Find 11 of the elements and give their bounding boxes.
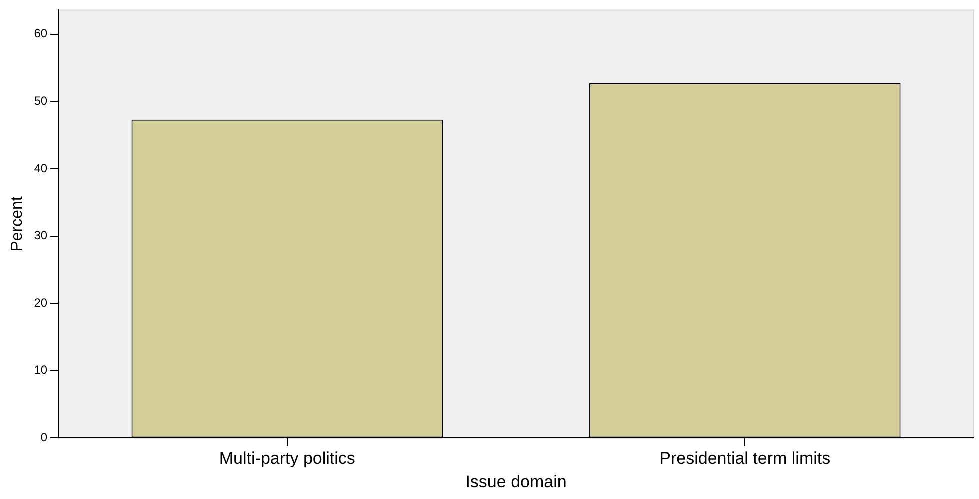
y-tick-label: 20 (34, 296, 48, 310)
y-tick-label: 60 (34, 26, 48, 41)
x-tick-label: Multi-party politics (219, 449, 356, 468)
y-tick-label: 30 (34, 228, 48, 243)
y-tick-label: 40 (34, 161, 48, 176)
y-tick-label: 0 (40, 430, 48, 445)
y-tick-label: 50 (34, 94, 48, 108)
x-tick-label: Presidential term limits (660, 449, 831, 468)
y-axis-title: Percent (9, 196, 26, 252)
x-axis-title: Issue domain (466, 472, 567, 492)
y-tick-label: 10 (34, 363, 48, 378)
